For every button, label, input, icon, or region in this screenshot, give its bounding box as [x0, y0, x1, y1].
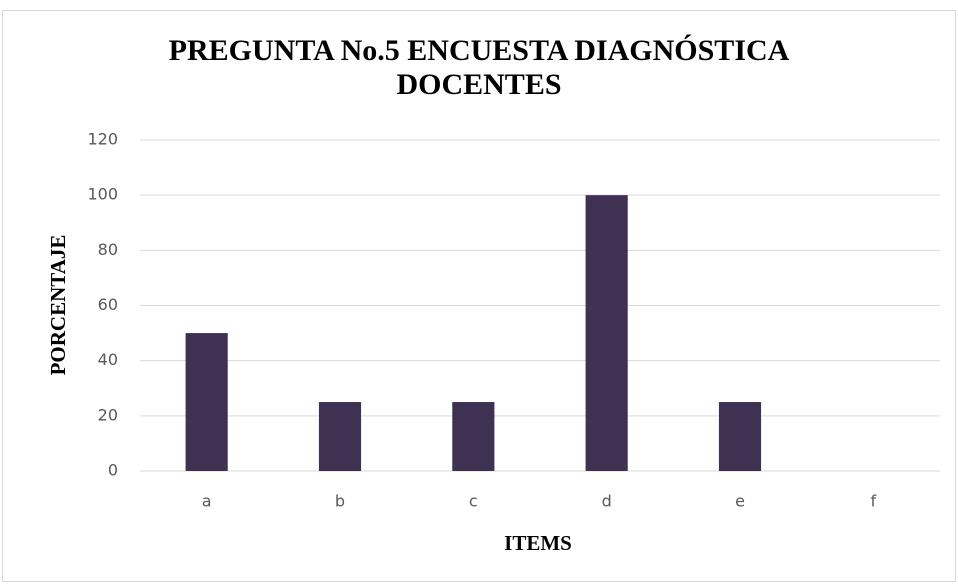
- bar: [585, 195, 628, 471]
- x-tick-label: a: [202, 492, 212, 511]
- x-axis-title: ITEMS: [504, 531, 572, 555]
- y-tick-label: 60: [98, 295, 118, 314]
- bar: [185, 333, 228, 471]
- bar: [318, 402, 362, 471]
- chart-border: [2, 10, 956, 582]
- y-axis-title: PORCENTAJE: [46, 235, 70, 376]
- y-tick-label: 80: [98, 240, 118, 259]
- y-tick-label: 20: [98, 405, 118, 424]
- x-tick-label: b: [335, 492, 345, 511]
- x-tick-label: d: [602, 492, 612, 511]
- bar: [452, 402, 495, 471]
- y-tick-label: 0: [108, 461, 118, 480]
- chart-title: PREGUNTA No.5 ENCUESTA DIAGNÓSTICA DOCEN…: [168, 34, 790, 101]
- x-tick-label: f: [871, 492, 877, 511]
- x-tick-label: e: [735, 492, 745, 511]
- y-tick-label: 120: [87, 130, 118, 149]
- y-tick-label: 40: [98, 350, 118, 369]
- y-tick-label: 100: [87, 185, 118, 204]
- bar: [718, 402, 762, 471]
- x-tick-label: c: [469, 492, 478, 511]
